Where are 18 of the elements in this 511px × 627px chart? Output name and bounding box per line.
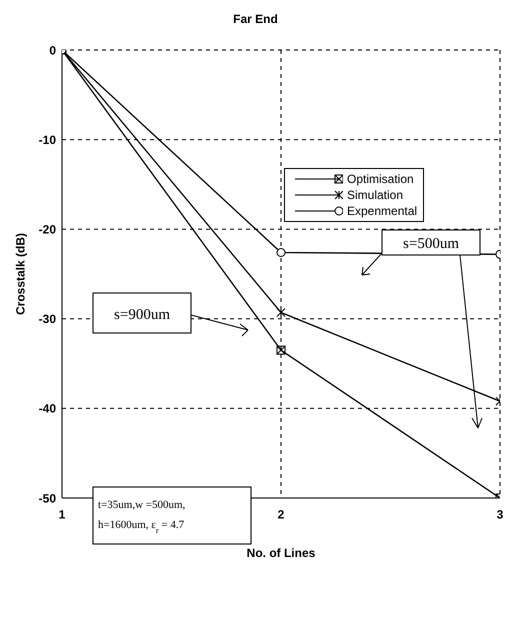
legend-label: Optimisation (347, 172, 414, 186)
annotation: s=900um (114, 307, 170, 323)
text: t=35um,w =500um, h=1600um, ε$_{r}$ = 4.7 (98, 499, 186, 534)
y-tick-label: -30 (38, 312, 56, 326)
annotation: s=500um (403, 236, 460, 252)
chart-title: Far End (232, 11, 279, 26)
x-tick-label: 2 (278, 508, 285, 522)
x-tick-label: 1 (58, 508, 66, 522)
y-axis-title: Crosstalk (dB) (13, 232, 28, 316)
y-tick-label: -10 (38, 132, 56, 147)
x-tick-label: 3 (496, 508, 504, 522)
legend-label: Expenmental (347, 204, 418, 218)
y-tick-label: 0 (49, 43, 56, 58)
legend-label: Simulation (347, 188, 404, 202)
y-tick-label: -40 (38, 402, 56, 416)
y-tick-label: -20 (38, 222, 56, 236)
y-tick-label: -50 (38, 491, 56, 506)
x-axis-title: No. of Lines (246, 546, 316, 560)
